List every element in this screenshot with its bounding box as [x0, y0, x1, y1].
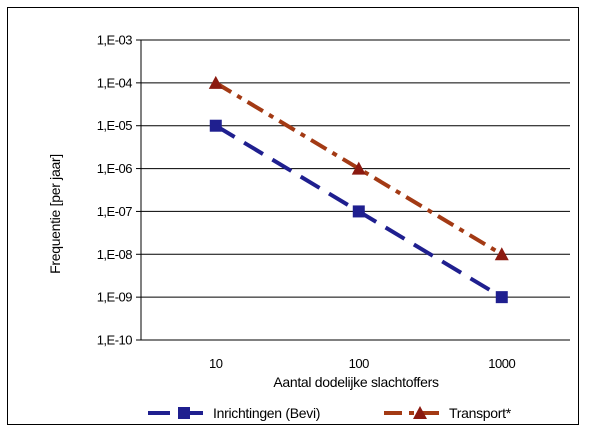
- legend-marker: [413, 406, 427, 419]
- x-tick-labels: 10 100 1000: [209, 356, 516, 371]
- y-tick-label: 1,E-06: [97, 161, 133, 176]
- legend-entry: Transport*: [384, 405, 512, 421]
- legend-entry: Inrichtingen (Bevi): [148, 405, 320, 421]
- y-axis-label: Frequentie [per jaar]: [47, 154, 63, 274]
- data-point: [209, 119, 222, 132]
- legend-marker: [178, 407, 190, 419]
- legend-label: Transport*: [449, 405, 512, 421]
- x-tick-label: 1000: [488, 356, 515, 371]
- data-point: [351, 161, 366, 175]
- x-tick-label: 10: [209, 356, 223, 371]
- data-point: [208, 75, 223, 89]
- data-point: [494, 247, 509, 261]
- y-tick-label: 1,E-03: [97, 33, 133, 48]
- y-tick-label: 1,E-05: [97, 118, 133, 133]
- legend-label: Inrichtingen (Bevi): [213, 405, 320, 421]
- series-lines: [214, 81, 503, 299]
- y-tick-label: 1,E-09: [97, 290, 133, 305]
- axes: [140, 40, 570, 341]
- y-tick-label: 1,E-04: [97, 75, 133, 90]
- x-tick-label: 100: [349, 356, 369, 371]
- y-tick-labels: 1,E-03 1,E-04 1,E-05 1,E-06 1,E-07 1,E-08 1,E-…: [97, 33, 133, 348]
- y-tick-label: 1,E-10: [97, 333, 133, 348]
- series-markers: [208, 75, 509, 304]
- chart-frame: [7, 7, 579, 425]
- y-tick-label: 1,E-07: [97, 204, 133, 219]
- x-axis-label: Aantal dodelijke slachtoffers: [273, 374, 439, 390]
- y-tick-label: 1,E-08: [97, 247, 133, 262]
- data-point: [352, 205, 365, 218]
- data-point: [495, 291, 508, 304]
- legend: Inrichtingen (Bevi) Transport*: [148, 405, 512, 421]
